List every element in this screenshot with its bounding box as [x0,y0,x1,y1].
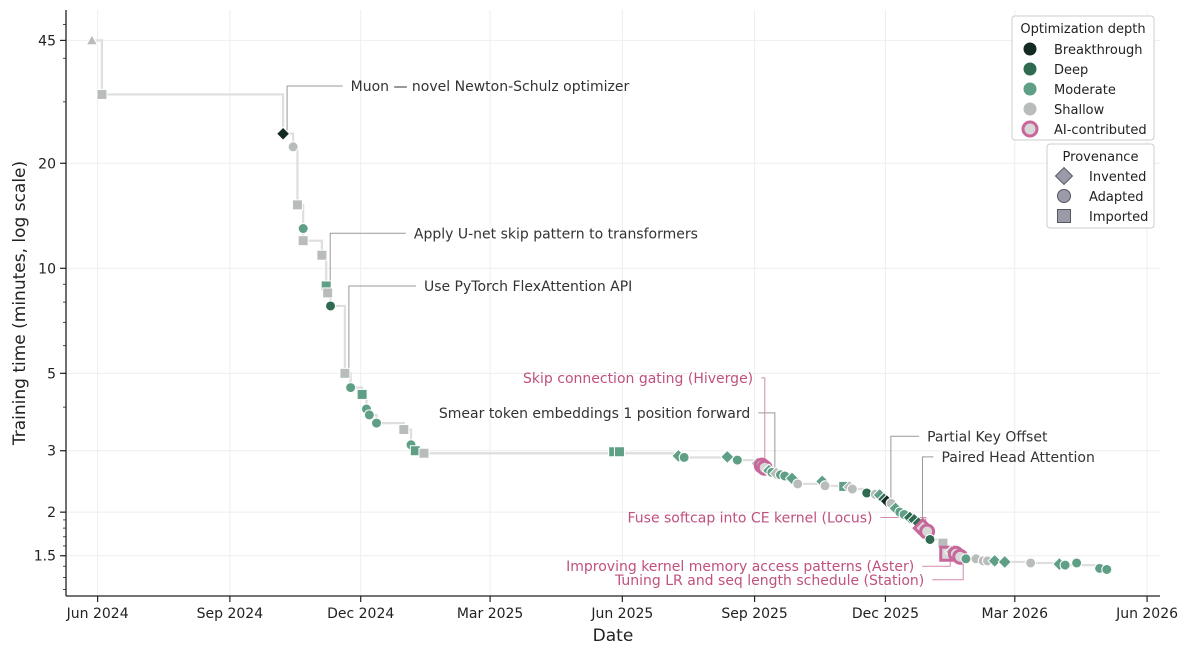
data-point [356,388,368,400]
y-axis-title: Training time (minutes, log scale) [10,161,30,446]
annotation-improving-kernel-memory-access-patterns-aster: Improving kernel memory access patterns … [566,559,914,575]
axes: 45 20 10 5 3 2 1.5 Jun 2024 Sep 2024 Dec 2024 Mar … [10,10,1178,646]
data-point [418,447,430,459]
legends: Optimization depth Breakthrough Deep Modera… [1011,15,1155,229]
legend-swatch-shallow [1022,101,1038,117]
data-point [1025,557,1037,569]
legend-label-moderate: Moderate [1054,83,1116,98]
data-point [1101,563,1113,575]
legend-provenance-title: Provenance [1063,150,1139,165]
annotation-use-pytorch-flexattention-api: Use PyTorch FlexAttention API [424,279,632,295]
y-tick-label: 1.5 [34,549,56,565]
annotation-leader-partial-key-offset [890,435,920,502]
data-point [819,480,831,492]
annotation-leader-paired-head-attention [921,456,934,524]
x-tick-label: Sep 2025 [721,606,787,622]
data-point [275,126,291,141]
data-point [291,199,303,211]
y-tick-label: 45 [38,33,56,49]
x-tick-label: Jun 2026 [1115,606,1178,622]
legend-swatch-imported [1057,209,1071,223]
legend-label-deep: Deep [1054,63,1088,78]
data-point [345,382,357,394]
x-axis-title: Date [593,626,634,646]
annotation-leaders [286,85,964,581]
data-point [96,88,108,100]
data-point [297,223,309,235]
legend-label-adapted: Adapted [1089,190,1143,205]
legend-depth-title: Optimization depth [1020,22,1145,37]
data-point [339,367,351,379]
data-point [846,483,858,495]
legend-label-imported: Imported [1089,210,1148,225]
annotation-leader-use-pytorch-flexattention-api [348,285,416,374]
annotation-paired-head-attention: Paired Head Attention [941,450,1094,466]
data-point [287,141,299,153]
legend-label-ai-contributed: AI-contributed [1054,123,1147,138]
annotation-apply-u-net-skip-pattern-to-transformers: Apply U-net skip pattern to transformers [414,226,698,242]
data-point [613,446,625,458]
legend-label-invented: Invented [1089,170,1146,185]
legend-swatch-deep [1022,61,1038,77]
x-tick-label: Jun 2024 [66,606,129,622]
data-point [731,454,743,466]
annotation-tuning-lr-and-seq-length-schedule-station: Tuning LR and seq length schedule (Stati… [614,573,924,589]
y-tick-label: 5 [47,366,56,382]
legend-swatch-ai-contributed [1021,120,1039,138]
x-tick-label: Dec 2025 [852,606,919,622]
annotation-fuse-softcap-into-ce-kernel-locus: Fuse softcap into CE kernel (Locus) [628,511,873,527]
data-point [297,235,309,247]
annotation-muon-novel-newton-schulz-optimizer: Muon — novel Newton-Schulz optimizer [351,79,630,95]
y-tick-label: 2 [47,505,56,521]
legend-depth-box [1011,15,1155,141]
data-point [316,249,328,261]
data-point [371,417,383,429]
annotation-skip-connection-gating-hiverge: Skip connection gating (Hiverge) [523,371,753,387]
data-point [792,478,804,490]
annotation-smear-token-embeddings-1-position-forward: Smear token embeddings 1 position forwar… [439,406,750,422]
data-point [1059,559,1071,571]
x-tick-label: Dec 2024 [327,606,394,622]
data-point [960,553,972,565]
grid [66,10,1160,596]
legend-label-breakthrough: Breakthrough [1054,43,1143,58]
data-point [678,451,690,463]
data-point [924,533,936,545]
annotation-leader-muon-novel-newton-schulz-optimizer [286,85,343,134]
data-point [325,300,337,312]
y-tick-label: 10 [38,261,56,277]
record-step-line [91,39,1108,570]
annotation-labels: Muon — novel Newton-Schulz optimizer Appl… [351,79,1095,589]
legend-swatch-breakthrough [1022,41,1038,57]
y-tick-label: 20 [38,156,56,172]
data-point [997,554,1012,570]
x-tick-label: Sep 2024 [197,606,264,622]
annotation-leader-apply-u-net-skip-pattern-to-transformers [329,232,406,286]
annotation-leader-skip-connection-gating-hiverge [761,377,766,466]
data-point [398,424,410,436]
x-tick-label: Mar 2026 [982,606,1049,622]
y-tick-label: 3 [47,444,56,460]
x-tick-label: Jun 2025 [590,606,653,622]
record-step-path [91,39,1108,570]
annotation-partial-key-offset: Partial Key Offset [927,429,1048,445]
data-point [720,449,735,465]
annotation-leader-smear-token-embeddings-1-position-forward [758,412,776,473]
legend-swatch-moderate [1022,81,1038,97]
data-point [1071,557,1083,569]
data-point [987,553,1002,569]
legend-swatch-adapted [1057,189,1071,203]
data-points [85,33,1113,575]
data-point [322,287,334,299]
legend-swatch-invented [1054,166,1074,186]
data-point [85,33,99,46]
annotation-leader-tuning-lr-and-seq-length-schedule-station [932,556,964,581]
data-point [363,409,375,421]
legend-provenance-box [1046,143,1155,229]
legend-label-shallow: Shallow [1054,103,1105,118]
x-tick-label: Mar 2025 [457,606,524,622]
